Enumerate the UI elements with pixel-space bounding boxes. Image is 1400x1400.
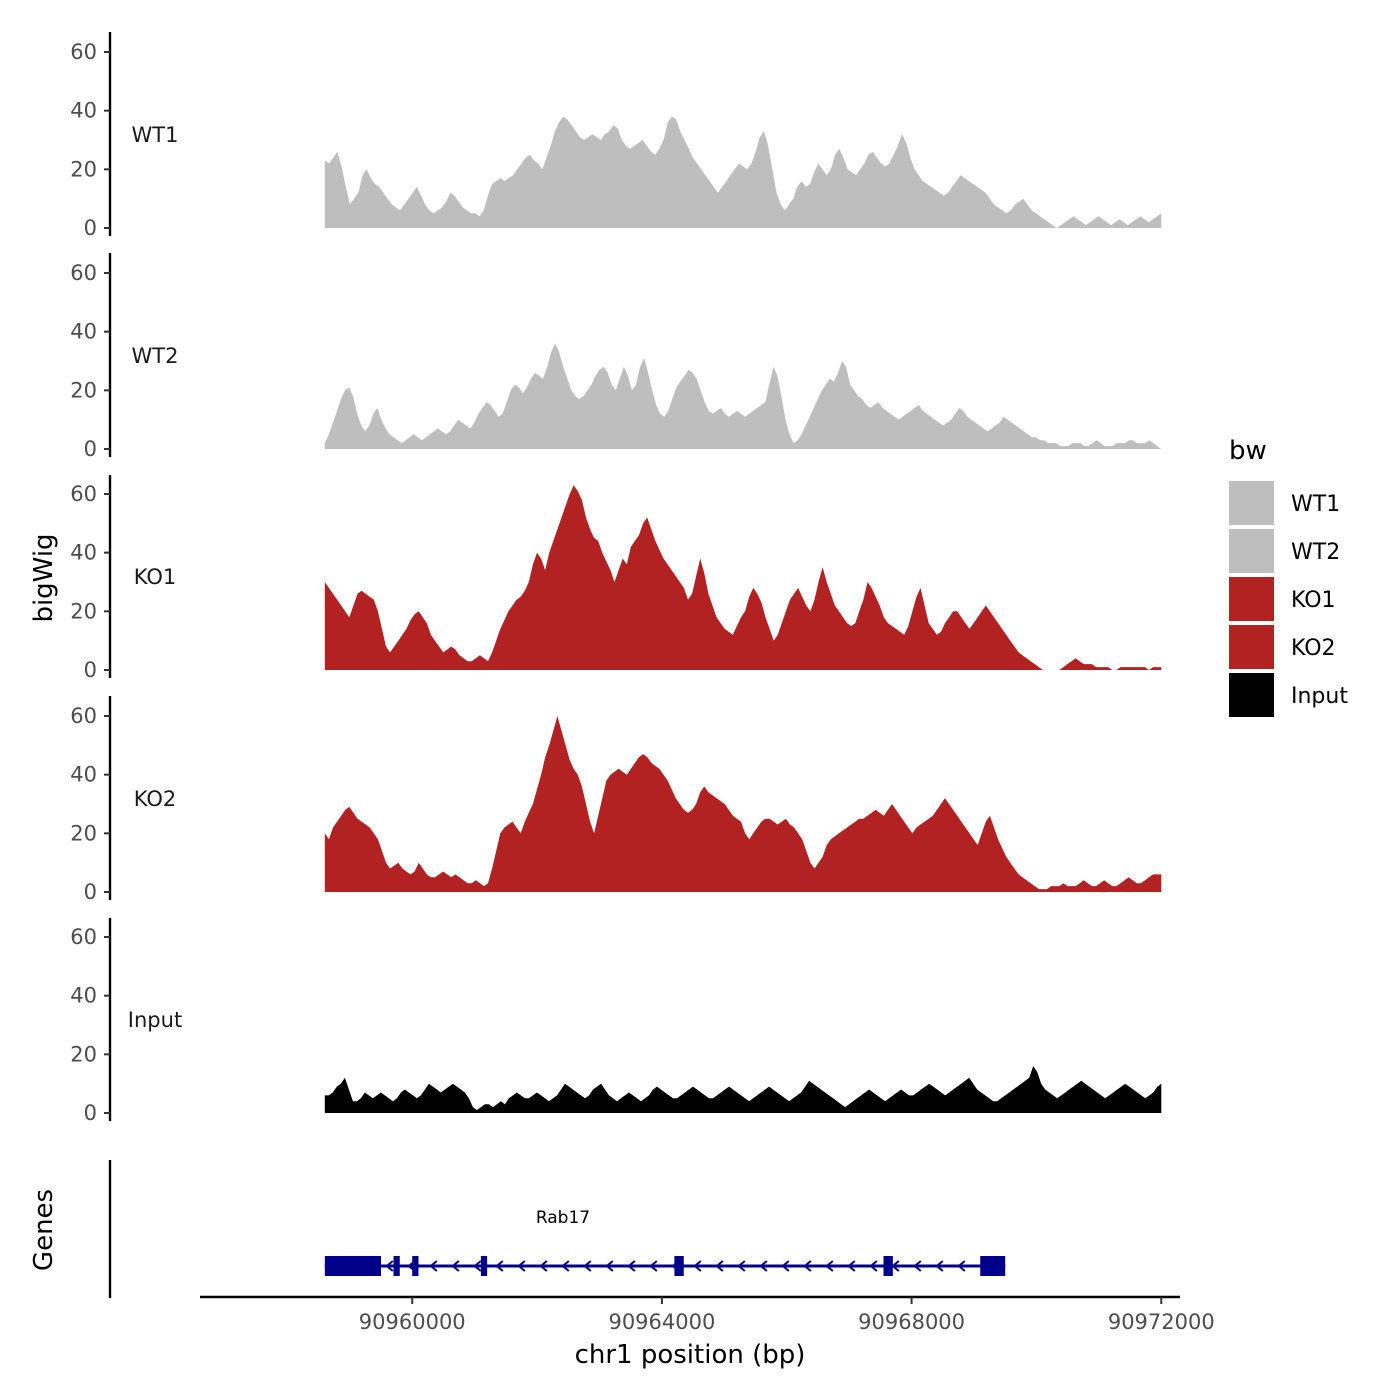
y-tick-label: 0: [84, 880, 97, 904]
legend-item-ko1: KO1: [1229, 577, 1336, 621]
legend-swatch: [1229, 577, 1274, 621]
y-tick-label: 20: [70, 1042, 97, 1066]
strand-arrow: [561, 1260, 570, 1272]
x-tick-label: 90968000: [858, 1310, 965, 1334]
strand-arrow: [715, 1260, 724, 1272]
legend-swatch: [1229, 673, 1274, 717]
strand-arrow: [495, 1260, 504, 1272]
track-wt1: 0 20 40 60 WT1: [70, 32, 1162, 240]
track-label: KO2: [134, 787, 177, 811]
area-wt2: [324, 343, 1162, 449]
strand-arrow: [825, 1260, 834, 1272]
gene-exon: [412, 1256, 419, 1276]
y-tick-label: 40: [70, 984, 97, 1008]
strand-arrow: [385, 1260, 394, 1272]
y-tick-label: 40: [70, 99, 97, 123]
legend: bw WT1 WT2 KO1 KO2 Input: [1229, 436, 1348, 717]
gene-exon: [980, 1256, 1006, 1276]
y-tick-label: 60: [70, 925, 97, 949]
gene-exon: [883, 1256, 893, 1276]
y-tick-label: 20: [70, 378, 97, 402]
legend-swatch: [1229, 481, 1274, 525]
genes-axis-label: Genes: [29, 1189, 59, 1271]
strand-arrow: [539, 1260, 548, 1272]
y-tick-label: 60: [70, 40, 97, 64]
strand-arrow: [847, 1260, 856, 1272]
y-tick-label: 20: [70, 157, 97, 181]
track-input: 0 20 40 60 Input: [70, 918, 1162, 1125]
y-tick-label: 20: [70, 821, 97, 845]
strand-arrow: [473, 1260, 482, 1272]
strand-arrow: [517, 1260, 526, 1272]
strand-arrow: [627, 1260, 636, 1272]
gene-name-label: Rab17: [536, 1208, 590, 1228]
x-tick-label: 90972000: [1108, 1310, 1215, 1334]
y-tick-label: 40: [70, 320, 97, 344]
legend-swatch: [1229, 529, 1274, 573]
gene-exon: [674, 1256, 684, 1276]
legend-label: WT2: [1291, 540, 1340, 565]
legend-item-wt2: WT2: [1229, 529, 1340, 573]
area-input: [324, 1066, 1162, 1113]
y-tick-label: 60: [70, 704, 97, 728]
legend-label: WT1: [1291, 492, 1340, 517]
legend-label: KO2: [1291, 636, 1336, 661]
x-tick-label: 90960000: [359, 1310, 466, 1334]
strand-arrow: [913, 1260, 922, 1272]
strand-arrow: [451, 1260, 460, 1272]
y-tick-label: 40: [70, 541, 97, 565]
strand-arrow: [429, 1260, 438, 1272]
gene-track-panel: Rab17: [108, 1160, 1006, 1298]
legend-swatch: [1229, 625, 1274, 669]
strand-arrow: [737, 1260, 746, 1272]
track-label: WT1: [132, 123, 179, 147]
track-label: Input: [128, 1008, 182, 1032]
y-tick-label: 60: [70, 482, 97, 506]
legend-title: bw: [1229, 436, 1267, 466]
x-tick-label: 90964000: [608, 1310, 715, 1334]
gene-exon: [480, 1256, 488, 1276]
x-axis-label: chr1 position (bp): [575, 1340, 806, 1370]
strand-arrow: [935, 1260, 944, 1272]
track-wt2: 0 20 40 60 WT2: [70, 253, 1162, 461]
track-ko1: 0 20 40 60 KO1: [70, 475, 1162, 682]
area-wt1: [324, 116, 1162, 228]
track-label: WT2: [132, 344, 179, 368]
strand-arrow: [693, 1260, 702, 1272]
strand-arrow: [781, 1260, 790, 1272]
gene-exon: [324, 1256, 382, 1276]
strand-arrow: [803, 1260, 812, 1272]
track-panels: 0 20 40 60 WT1 0 20 40 60 WT2 0 20 40 60 KO1 0 20 40 60 KO2…: [70, 32, 1162, 1125]
legend-item-input: Input: [1229, 673, 1348, 717]
legend-label: Input: [1291, 684, 1348, 709]
area-ko1: [324, 485, 1162, 670]
y-tick-label: 0: [84, 437, 97, 461]
y-tick-label: 0: [84, 658, 97, 682]
legend-label: KO1: [1291, 588, 1336, 613]
y-axis-label: bigWig: [29, 533, 59, 622]
y-tick-label: 0: [84, 1101, 97, 1125]
track-ko2: 0 20 40 60 KO2: [70, 696, 1162, 904]
legend-item-ko2: KO2: [1229, 625, 1336, 669]
y-tick-label: 40: [70, 763, 97, 787]
area-ko2: [324, 716, 1162, 892]
gene-exon: [393, 1256, 400, 1276]
legend-item-wt1: WT1: [1229, 481, 1340, 525]
strand-arrow: [759, 1260, 768, 1272]
x-axis: 90960000 90964000 90968000 90972000: [200, 1295, 1215, 1334]
y-tick-label: 60: [70, 261, 97, 285]
strand-arrow: [605, 1260, 614, 1272]
strand-arrow: [583, 1260, 592, 1272]
y-tick-label: 20: [70, 599, 97, 623]
strand-arrow: [957, 1260, 966, 1272]
y-tick-label: 0: [84, 216, 97, 240]
track-label: KO1: [134, 565, 177, 589]
strand-arrow: [649, 1260, 658, 1272]
strand-arrow: [869, 1260, 878, 1272]
